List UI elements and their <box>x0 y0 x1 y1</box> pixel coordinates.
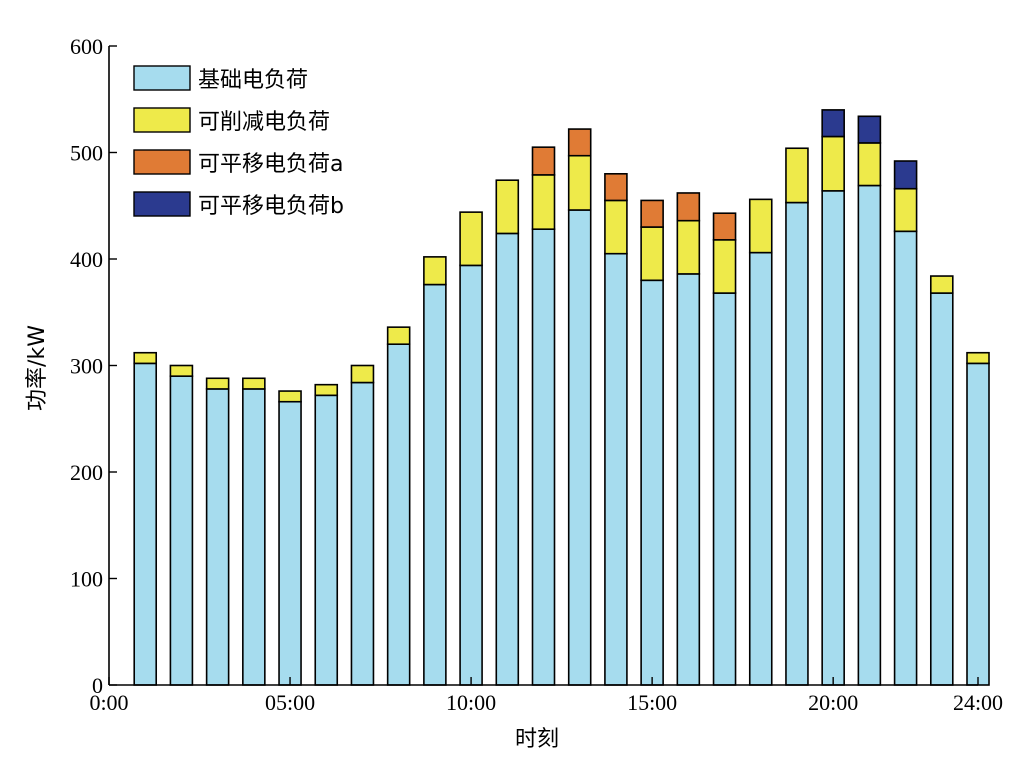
bar-segment-s1-x24 <box>966 351 990 365</box>
bar-segment-s1-x17 <box>712 239 737 294</box>
bar-segment-s0-x13 <box>567 209 592 686</box>
x-tick-label: 0:00 <box>89 690 128 715</box>
bar-segment-s2-x12 <box>531 146 556 176</box>
bar-segment-s2-x13 <box>567 128 592 157</box>
bar-segment-s0-x20 <box>821 190 845 686</box>
bar-segment-s0-x18 <box>748 251 773 686</box>
bar-segment-s0-x24 <box>966 362 990 686</box>
bar-segment-s1-x13 <box>567 154 592 211</box>
y-tick-label: 600 <box>70 34 103 59</box>
x-tick-label: 05:00 <box>265 690 315 715</box>
bar-segment-s1-x22 <box>893 187 918 233</box>
bar-segment-s1-x12 <box>531 174 556 230</box>
legend-swatch <box>133 107 191 133</box>
bar-segment-s1-x15 <box>640 226 664 282</box>
bar-segment-s1-x21 <box>857 142 882 187</box>
bar-segment-s2-x14 <box>604 173 628 202</box>
bar-segment-s1-x9 <box>423 256 447 286</box>
legend-swatch <box>133 149 191 175</box>
x-axis-title: 时刻 <box>515 727 559 752</box>
y-axis-title: 功率/kW <box>25 325 50 411</box>
bar-segment-s0-x3 <box>205 388 230 686</box>
legend-swatch <box>133 65 191 91</box>
bar-segment-s0-x5 <box>278 400 302 686</box>
bar-segment-s1-x16 <box>676 219 701 275</box>
x-tick-label: 20:00 <box>808 690 858 715</box>
bar-segment-s0-x9 <box>423 283 447 686</box>
bar-segment-s3-x20 <box>821 109 845 138</box>
bar-segment-s1-x19 <box>785 147 809 204</box>
bars-layer <box>133 109 990 686</box>
bar-segment-s0-x21 <box>857 184 882 686</box>
bar-segment-s0-x15 <box>640 279 664 686</box>
bar-segment-s1-x4 <box>242 377 266 390</box>
bar-segment-s0-x22 <box>893 230 918 686</box>
bar-segment-s0-x19 <box>785 201 809 686</box>
bar-segment-s0-x17 <box>712 292 737 686</box>
bar-segment-s1-x23 <box>929 275 954 294</box>
legend-label: 基础电负荷 <box>198 68 308 93</box>
axes-layer: 0 100 200 300 400 500 600 0:00 05:00 10:00 15:00 20… <box>70 34 1003 715</box>
legend-swatch <box>133 191 191 217</box>
y-tick-label: 0 <box>92 673 103 698</box>
bar-segment-s0-x16 <box>676 273 701 686</box>
bar-segment-s1-x1 <box>133 351 158 365</box>
bar-segment-s1-x3 <box>205 377 230 390</box>
bar-segment-s0-x8 <box>386 343 411 686</box>
bar-segment-s0-x11 <box>495 232 520 686</box>
y-tick-label: 400 <box>70 247 103 272</box>
bar-segment-s0-x2 <box>169 375 194 686</box>
legend-label: 可平移电负荷b <box>198 194 344 219</box>
bar-segment-s0-x10 <box>459 264 483 686</box>
legend-label: 可平移电负荷a <box>198 152 343 177</box>
y-tick-label: 500 <box>70 141 103 166</box>
bar-segment-s1-x14 <box>604 199 628 255</box>
x-tick-label: 24:00 <box>953 690 1003 715</box>
bar-segment-s0-x4 <box>242 388 266 686</box>
bar-segment-s0-x6 <box>314 394 339 686</box>
bar-segment-s1-x11 <box>495 179 520 235</box>
bar-segment-s1-x5 <box>278 390 302 403</box>
bar-segment-s0-x7 <box>350 381 375 686</box>
bar-segment-s0-x12 <box>531 228 556 686</box>
x-tick-label: 15:00 <box>627 690 677 715</box>
bar-segment-s0-x14 <box>604 252 628 686</box>
y-tick-label: 200 <box>70 460 103 485</box>
y-tick-label: 100 <box>70 567 103 592</box>
bar-segment-s2-x15 <box>640 199 664 228</box>
x-tick-label: 10:00 <box>446 690 496 715</box>
bar-segment-s1-x2 <box>169 364 194 377</box>
bar-segment-s1-x18 <box>748 198 773 254</box>
bar-segment-s1-x7 <box>350 364 375 384</box>
bar-segment-s1-x8 <box>386 326 411 346</box>
bar-segment-s3-x22 <box>893 160 918 190</box>
bar-segment-s3-x21 <box>857 115 882 144</box>
bar-segment-s2-x16 <box>676 192 701 222</box>
bar-segment-s2-x17 <box>712 212 737 241</box>
legend-label: 可削减电负荷 <box>198 110 330 135</box>
bar-segment-s1-x10 <box>459 211 483 267</box>
bar-segment-s0-x1 <box>133 362 158 686</box>
bar-segment-s1-x6 <box>314 383 339 397</box>
bar-segment-s0-x23 <box>929 292 954 686</box>
bar-segment-s1-x20 <box>821 135 845 192</box>
y-tick-label: 300 <box>70 354 103 379</box>
